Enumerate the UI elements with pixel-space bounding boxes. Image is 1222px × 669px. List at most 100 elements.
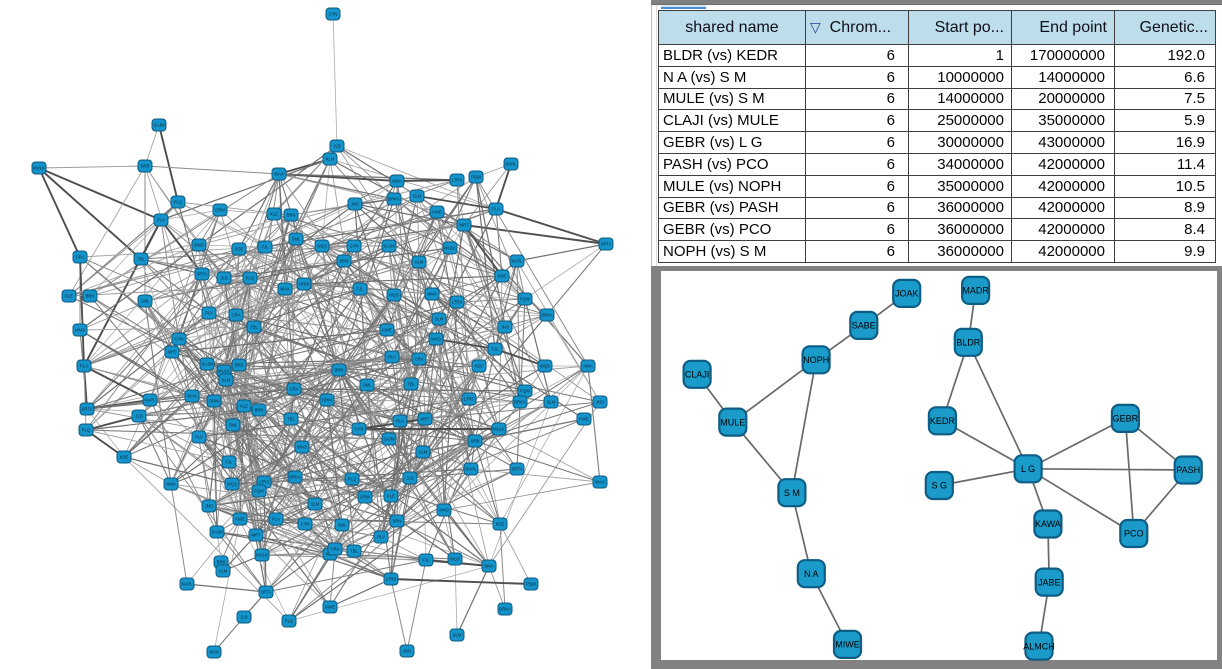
svg-text:SML: SML [229, 423, 238, 428]
svg-text:DRM: DRM [322, 398, 332, 403]
svg-text:MNO: MNO [431, 337, 442, 342]
svg-text:MNO: MNO [75, 328, 86, 333]
svg-text:FJL: FJL [492, 347, 500, 352]
svg-text:PLQ: PLQ [285, 619, 294, 624]
svg-text:ALMCH: ALMCH [1023, 641, 1055, 651]
svg-text:MULK: MULK [256, 553, 268, 558]
svg-text:NMA: NMA [427, 292, 437, 297]
svg-text:PLA: PLA [272, 517, 280, 522]
svg-text:CRA: CRA [331, 547, 340, 552]
svg-text:KDE: KDE [475, 364, 484, 369]
svg-text:PLQ: PLQ [82, 428, 91, 433]
svg-text:JLB: JLB [220, 276, 227, 281]
svg-text:WQS: WQS [227, 482, 237, 487]
svg-text:WAX: WAX [187, 394, 197, 399]
svg-text:JOAK: JOAK [895, 289, 919, 299]
svg-text:PQW: PQW [471, 175, 481, 180]
svg-text:TBL: TBL [350, 549, 358, 554]
svg-text:SLM: SLM [413, 194, 422, 199]
svg-text:LTRS: LTRS [452, 178, 463, 183]
svg-text:BRN: BRN [335, 368, 344, 373]
svg-text:MNO: MNO [297, 445, 308, 450]
svg-text:SRTA: SRTA [82, 407, 93, 412]
svg-text:PLQ: PLQ [348, 477, 357, 482]
svg-text:PASH: PASH [1176, 465, 1200, 475]
svg-text:CYN: CYN [301, 522, 310, 527]
svg-text:PLA: PLA [492, 207, 500, 212]
svg-text:MULK: MULK [444, 246, 456, 251]
svg-text:KWE: KWE [235, 517, 245, 522]
svg-text:BRN: BRN [287, 213, 296, 218]
svg-text:PLA: PLA [80, 364, 88, 369]
svg-text:KLM: KLM [415, 260, 424, 265]
svg-text:NAPL: NAPL [182, 582, 194, 587]
svg-text:SAJM: SAJM [201, 362, 213, 367]
svg-text:LTRS: LTRS [464, 397, 475, 402]
svg-text:KLE: KLE [270, 212, 278, 217]
svg-text:SML: SML [292, 237, 301, 242]
svg-text:PQW: PQW [526, 582, 536, 587]
svg-text:NMA: NMA [166, 482, 176, 487]
svg-text:BRB: BRB [340, 259, 349, 264]
svg-text:DRM: DRM [209, 399, 219, 404]
svg-text:PLQ: PLQ [246, 276, 255, 281]
svg-text:CRA: CRA [232, 313, 241, 318]
svg-text:SAJM: SAJM [383, 437, 395, 442]
svg-text:KAWA: KAWA [1035, 519, 1061, 529]
svg-text:MADR: MADR [962, 286, 989, 296]
svg-text:DRM: DRM [360, 495, 370, 500]
svg-text:MNO: MNO [439, 508, 450, 513]
svg-text:KLE: KLE [65, 294, 73, 299]
svg-text:WQS: WQS [540, 364, 550, 369]
svg-text:FJL: FJL [357, 287, 365, 292]
svg-text:CYN: CYN [355, 427, 364, 432]
svg-text:LTRS: LTRS [259, 480, 270, 485]
svg-text:KWE: KWE [325, 605, 335, 610]
svg-text:CRA: CRA [290, 387, 299, 392]
svg-text:FJL: FJL [423, 558, 431, 563]
svg-text:SRTA: SRTA [512, 467, 523, 472]
svg-text:FJL: FJL [262, 245, 270, 250]
svg-text:NMA: NMA [392, 179, 402, 184]
svg-text:SRTA: SRTA [197, 272, 208, 277]
svg-text:JABE: JABE [1038, 577, 1061, 587]
svg-text:NMA: NMA [484, 564, 494, 569]
svg-text:S G: S G [932, 481, 948, 491]
svg-text:PLV: PLV [377, 535, 385, 540]
svg-text:PLA: PLA [396, 419, 404, 424]
svg-text:MRT: MRT [168, 350, 177, 355]
svg-text:MNO: MNO [194, 243, 205, 248]
svg-text:JLB: JLB [135, 414, 142, 419]
svg-text:PLV: PLV [388, 355, 396, 360]
svg-text:WAX: WAX [274, 172, 284, 177]
svg-text:NAPL: NAPL [506, 162, 518, 167]
svg-text:TBL: TBL [407, 382, 415, 387]
svg-text:MRT: MRT [252, 533, 261, 538]
svg-text:SAJM: SAJM [153, 123, 165, 128]
svg-text:JLB: JLB [406, 476, 413, 481]
svg-text:MULK: MULK [33, 166, 45, 171]
svg-text:BRN: BRN [86, 294, 95, 299]
svg-text:NAPL: NAPL [466, 467, 478, 472]
svg-text:NAPL: NAPL [512, 259, 524, 264]
svg-text:SAJM: SAJM [383, 244, 395, 249]
svg-text:NOPH: NOPH [803, 355, 829, 365]
svg-text:MULE: MULE [720, 417, 745, 427]
svg-text:JNO: JNO [403, 649, 412, 654]
svg-text:SRTA: SRTA [601, 242, 612, 247]
svg-text:GEBR: GEBR [1113, 414, 1139, 424]
svg-text:JLB: JLB [240, 615, 247, 620]
svg-text:PCO: PCO [1124, 529, 1144, 539]
svg-text:TBL: TBL [287, 417, 295, 422]
svg-text:BRKA: BRKA [289, 475, 301, 480]
svg-text:NAPL: NAPL [145, 398, 157, 403]
svg-text:CYN: CYN [329, 12, 338, 17]
svg-text:BRB: BRB [235, 363, 244, 368]
svg-text:PQW: PQW [520, 297, 530, 302]
svg-text:KDE: KDE [496, 522, 505, 527]
svg-text:KWE: KWE [382, 328, 392, 333]
svg-text:WAX: WAX [209, 650, 219, 655]
svg-text:PLV: PLV [205, 311, 213, 316]
svg-text:WAX: WAX [280, 287, 290, 292]
svg-text:SLM: SLM [311, 502, 320, 507]
